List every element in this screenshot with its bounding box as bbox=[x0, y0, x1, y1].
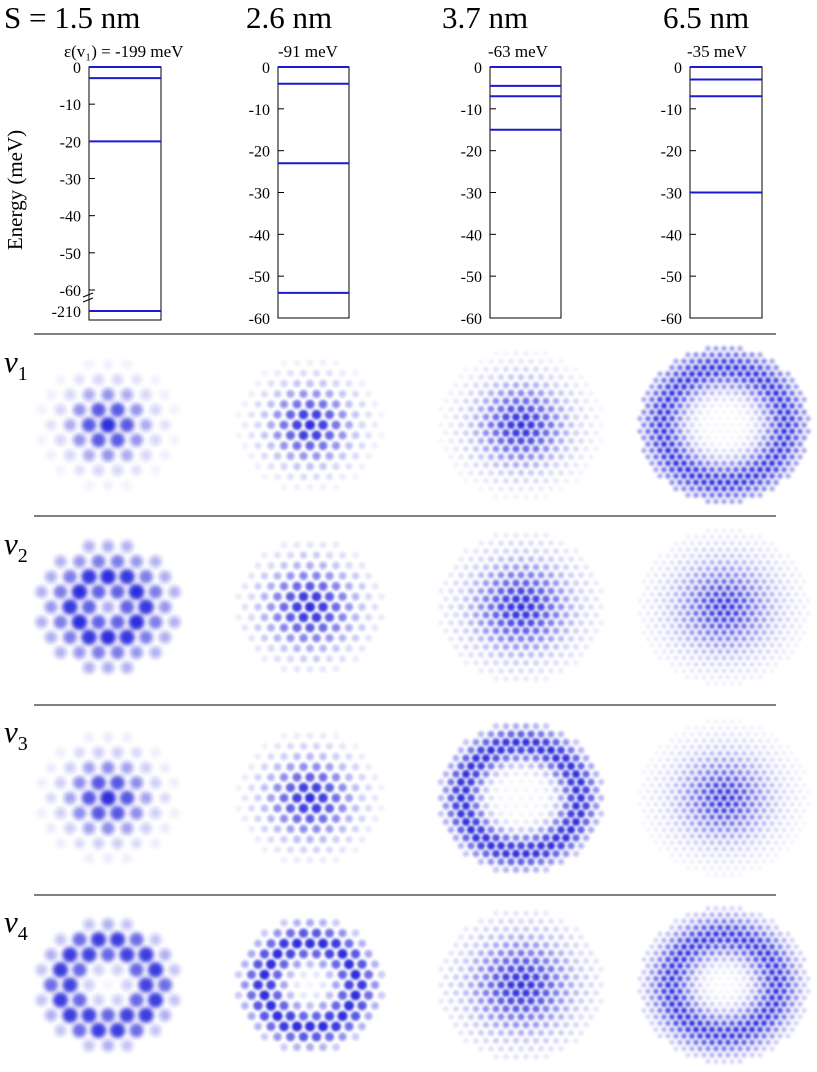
ground-state-label-2: -91 meV bbox=[278, 42, 339, 61]
energy-panel-1.5nm: 0 -10 -20 -30 -40 -50 -60 -210 bbox=[52, 60, 162, 321]
y-tick-label: -30 bbox=[60, 172, 81, 189]
density-map-v2-6.5nm bbox=[637, 528, 811, 686]
y-tick-label: 0 bbox=[474, 60, 482, 77]
panel-frame bbox=[277, 66, 350, 319]
density-map-v3-3.7nm bbox=[437, 723, 605, 873]
y-tick-label: -50 bbox=[661, 269, 682, 286]
density-map-v4-2.6nm bbox=[234, 918, 386, 1052]
y-tick-label: -20 bbox=[661, 144, 682, 161]
y-tick-label: -20 bbox=[60, 134, 81, 151]
y-tick-label: -60 bbox=[461, 311, 482, 328]
y-axis-label: Energy (meV) bbox=[3, 130, 27, 250]
y-tick-label: -30 bbox=[249, 186, 270, 203]
density-map-v1-2.6nm bbox=[235, 359, 385, 491]
y-tick-label: 0 bbox=[674, 60, 682, 77]
density-map-v3-2.6nm bbox=[235, 732, 385, 864]
y-tick-label-break: -210 bbox=[52, 304, 81, 321]
state-label-v1: v1 bbox=[4, 344, 28, 385]
energy-panel-3.7nm: 0 -10 -20 -30 -40 -50 -60 bbox=[461, 60, 562, 328]
y-tick-label: 0 bbox=[73, 60, 81, 77]
y-tick-label: -10 bbox=[249, 102, 270, 119]
y-tick-label: 0 bbox=[262, 60, 270, 77]
density-map-v2-1.5nm bbox=[35, 540, 181, 674]
size-title-4: 6.5 nm bbox=[663, 0, 749, 35]
state-label-v4: v4 bbox=[4, 904, 28, 945]
density-map-v2-3.7nm bbox=[438, 532, 604, 682]
size-title-2: 2.6 nm bbox=[246, 0, 332, 35]
ground-state-label-1: ε(v₁) = -199 meV bbox=[64, 42, 184, 61]
y-tick-label: -10 bbox=[60, 97, 81, 114]
density-map-grid bbox=[35, 345, 811, 1064]
ground-state-label-4: -35 meV bbox=[687, 42, 748, 61]
y-tick-label: -40 bbox=[249, 227, 270, 244]
size-title-1: S = 1.5 nm bbox=[4, 0, 140, 35]
y-tick-label: -40 bbox=[60, 209, 81, 226]
y-tick-label: -40 bbox=[461, 227, 482, 244]
y-tick-label: -40 bbox=[661, 227, 682, 244]
density-map-v2-2.6nm bbox=[235, 541, 385, 673]
y-tick-label: -50 bbox=[249, 269, 270, 286]
density-map-v4-1.5nm bbox=[35, 918, 181, 1052]
y-tick-label: -30 bbox=[661, 186, 682, 203]
y-tick-label: -60 bbox=[249, 311, 270, 328]
panel-frame bbox=[489, 66, 562, 319]
y-tick-label: -60 bbox=[60, 283, 81, 300]
density-map-v3-6.5nm bbox=[637, 719, 811, 877]
y-tick-label: -50 bbox=[60, 246, 81, 263]
y-tick-label: -10 bbox=[661, 102, 682, 119]
density-map-v4-6.5nm bbox=[637, 906, 811, 1064]
state-label-v2: v2 bbox=[4, 526, 28, 567]
density-map-v1-6.5nm bbox=[637, 345, 811, 505]
y-tick-label: -10 bbox=[461, 102, 482, 119]
panel-frame bbox=[88, 66, 162, 321]
state-label-v3: v3 bbox=[4, 714, 28, 755]
density-map-v1-1.5nm bbox=[36, 359, 180, 491]
axis-break-mark bbox=[82, 292, 94, 303]
size-title-3: 3.7 nm bbox=[442, 0, 528, 35]
density-map-v3-1.5nm bbox=[36, 732, 180, 864]
y-tick-label: -60 bbox=[661, 311, 682, 328]
ground-state-label-3: -63 meV bbox=[488, 42, 549, 61]
y-tick-label: -50 bbox=[461, 269, 482, 286]
energy-panel-6.5nm: 0 -10 -20 -30 -40 -50 -60 bbox=[661, 60, 763, 328]
y-tick-label: -30 bbox=[461, 186, 482, 203]
density-map-v1-3.7nm bbox=[438, 350, 604, 500]
y-tick-label: -20 bbox=[461, 144, 482, 161]
density-map-v4-3.7nm bbox=[438, 910, 604, 1060]
energy-panel-2.6nm: 0 -10 -20 -30 -40 -50 -60 bbox=[249, 60, 350, 328]
y-tick-label: -20 bbox=[249, 144, 270, 161]
